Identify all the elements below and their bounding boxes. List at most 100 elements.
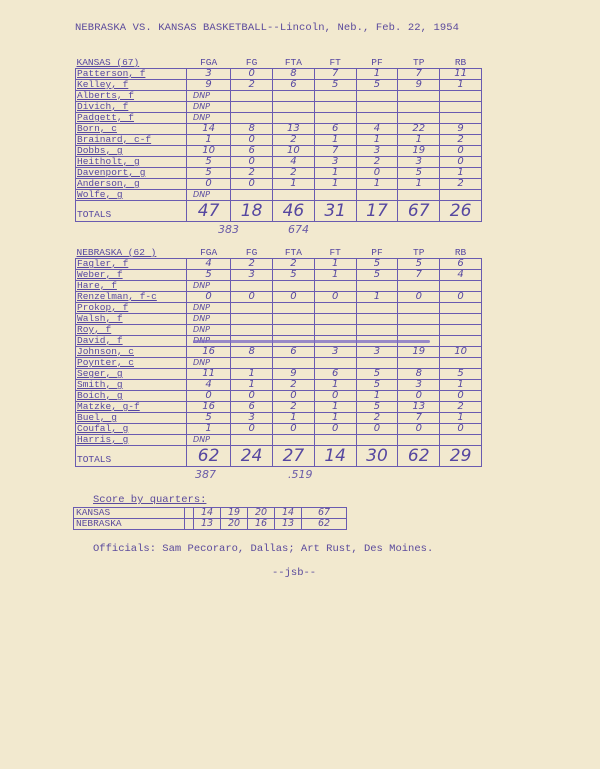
stat-rb: 5: [439, 368, 482, 380]
kansas-note-2: 674: [288, 223, 309, 236]
empty-stat: [272, 434, 315, 446]
column-header-fg: FG: [230, 58, 273, 69]
stat-fta: 2: [272, 258, 315, 270]
stat-rb: 0: [439, 156, 482, 168]
stat-fg: 0: [230, 156, 274, 168]
stat-ft: 1: [313, 178, 357, 190]
stat-ft: 6: [313, 123, 357, 135]
stat-pf: 5: [355, 79, 399, 91]
stat-ft: 7: [313, 68, 357, 80]
did-not-play: DNP: [185, 434, 232, 446]
stat-tp: 8: [397, 368, 441, 380]
stat-pf: 1: [355, 134, 399, 146]
total-tp: 67: [397, 200, 441, 222]
stat-fta: 2: [272, 401, 315, 413]
empty-stat: [397, 101, 441, 113]
empty-stat: [313, 302, 357, 314]
stat-pf: 5: [355, 368, 399, 380]
empty-stat: [439, 357, 482, 369]
empty-stat: [230, 324, 274, 336]
quarter-score: 16: [247, 518, 275, 530]
player-row: Alberts, f DNP: [75, 90, 482, 102]
empty-stat: [397, 112, 441, 124]
empty-stat: [355, 112, 399, 124]
stat-fga: 3: [185, 68, 232, 80]
player-row: Walsh, f DNP: [75, 313, 482, 325]
stat-pf: 1: [355, 68, 399, 80]
empty-stat: [230, 189, 274, 201]
header-row: NEBRASKA (62 ) FGA FG FTA FT PF TP RB: [75, 248, 482, 259]
stat-fta: 0: [272, 390, 315, 402]
header-row: KANSAS (67) FGA FG FTA FT PF TP RB: [75, 58, 482, 69]
stat-rb: 9: [439, 123, 482, 135]
quarter-score: 13: [274, 518, 302, 530]
stat-fta: 10: [272, 145, 315, 157]
did-not-play: DNP: [185, 101, 232, 113]
quarter-row-nebraska: NEBRASKA 13 20 16 13 62: [73, 518, 347, 530]
stat-fg: 3: [230, 269, 274, 281]
total-tp: 62: [397, 445, 441, 467]
did-not-play: DNP: [185, 189, 232, 201]
stat-fga: 16: [185, 346, 232, 358]
quarter-score: 14: [274, 507, 302, 519]
stat-fga: 5: [185, 269, 232, 281]
empty-stat: [439, 90, 482, 102]
stat-ft: 0: [313, 291, 357, 303]
quarter-score: 20: [247, 507, 275, 519]
stat-tp: 0: [397, 423, 441, 435]
stat-tp: 3: [397, 156, 441, 168]
stat-pf: 1: [355, 178, 399, 190]
stat-fg: 2: [230, 167, 274, 179]
team-header: NEBRASKA (62 ): [75, 248, 187, 259]
empty-stat: [439, 313, 482, 325]
player-name: Weber, f: [75, 269, 187, 281]
column-header-tp: TP: [397, 58, 440, 69]
stat-fg: 0: [230, 390, 274, 402]
column-header-tp: TP: [397, 248, 440, 259]
player-row: Roy, f DNP: [75, 324, 482, 336]
player-name: Buel, g: [75, 412, 187, 424]
column-header-fga: FGA: [186, 248, 231, 259]
empty-stat: [397, 302, 441, 314]
did-not-play: DNP: [185, 90, 232, 102]
empty-stat: [313, 101, 357, 113]
stat-fg: 3: [230, 412, 274, 424]
stat-fg: 0: [230, 134, 274, 146]
player-row: Matzke, g-f 16 6 2 1 5 13 2: [75, 401, 482, 413]
player-name: Divich, f: [75, 101, 187, 113]
stat-fta: 2: [272, 134, 315, 146]
did-not-play: DNP: [185, 357, 232, 369]
empty-stat: [272, 280, 315, 292]
did-not-play: DNP: [185, 313, 232, 325]
column-header-ft: FT: [314, 58, 357, 69]
did-not-play: DNP: [185, 302, 232, 314]
player-name: Kelley, f: [75, 79, 187, 91]
stat-fga: 16: [185, 401, 232, 413]
total-rb: 29: [439, 445, 482, 467]
total-fg: 18: [230, 200, 274, 222]
empty-stat: [230, 302, 274, 314]
empty-stat: [272, 324, 315, 336]
final-score: 62: [301, 518, 347, 530]
empty-stat: [313, 280, 357, 292]
stat-tp: 7: [397, 269, 441, 281]
empty-stat: [313, 434, 357, 446]
stat-fta: 1: [272, 412, 315, 424]
empty-stat: [230, 357, 274, 369]
stat-fga: 14: [185, 123, 232, 135]
empty-stat: [355, 313, 399, 325]
empty-stat: [272, 302, 315, 314]
empty-stat: [355, 324, 399, 336]
score-by-quarters-label: Score by quarters:: [93, 494, 207, 506]
stat-pf: 4: [355, 123, 399, 135]
total-ft: 14: [313, 445, 357, 467]
column-header-rb: RB: [439, 248, 482, 259]
total-fta: 46: [272, 200, 315, 222]
stat-ft: 1: [313, 412, 357, 424]
empty-stat: [397, 90, 441, 102]
stat-fga: 1: [185, 423, 232, 435]
quarter-row-kansas: KANSAS 14 19 20 14 67: [73, 507, 347, 519]
kansas-notes: 383 674: [75, 222, 495, 238]
empty-stat: [397, 313, 441, 325]
